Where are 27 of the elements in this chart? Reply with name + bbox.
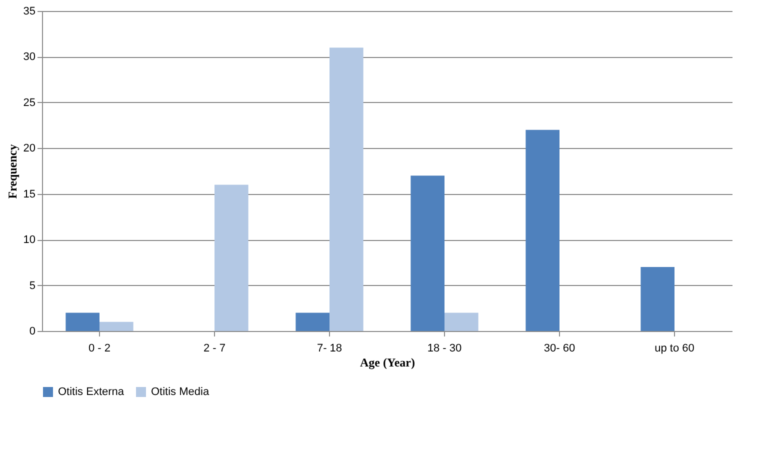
y-tick-label: 5: [29, 280, 36, 292]
bar: [526, 130, 560, 331]
bar: [100, 322, 134, 331]
x-tick-label: 2 - 7: [203, 342, 226, 354]
bar: [296, 312, 330, 331]
y-tick-label: 10: [23, 234, 36, 246]
bar: [640, 267, 674, 331]
x-tick-label: 30- 60: [544, 342, 576, 354]
bar: [66, 312, 100, 331]
legend-label: Otitis Media: [151, 386, 210, 398]
y-axis-title: Frequency: [5, 144, 20, 199]
x-tick-label: 7- 18: [316, 342, 342, 354]
bar: [444, 312, 478, 331]
x-axis-title: Age (Year): [360, 356, 415, 370]
x-tick-label: 0 - 2: [88, 342, 111, 354]
y-tick-label: 0: [29, 326, 36, 338]
legend-label: Otitis Externa: [58, 386, 125, 398]
bar: [214, 184, 248, 331]
x-tick-label: up to 60: [654, 342, 694, 354]
y-tick-label: 25: [23, 96, 36, 109]
y-tick-label: 20: [23, 142, 36, 155]
y-tick-label: 15: [23, 188, 36, 200]
bar: [330, 48, 364, 331]
y-tick-label: 30: [23, 51, 36, 64]
bar: [410, 176, 444, 331]
x-tick-label: 18 - 30: [427, 342, 462, 354]
y-tick-label: 35: [23, 6, 36, 18]
